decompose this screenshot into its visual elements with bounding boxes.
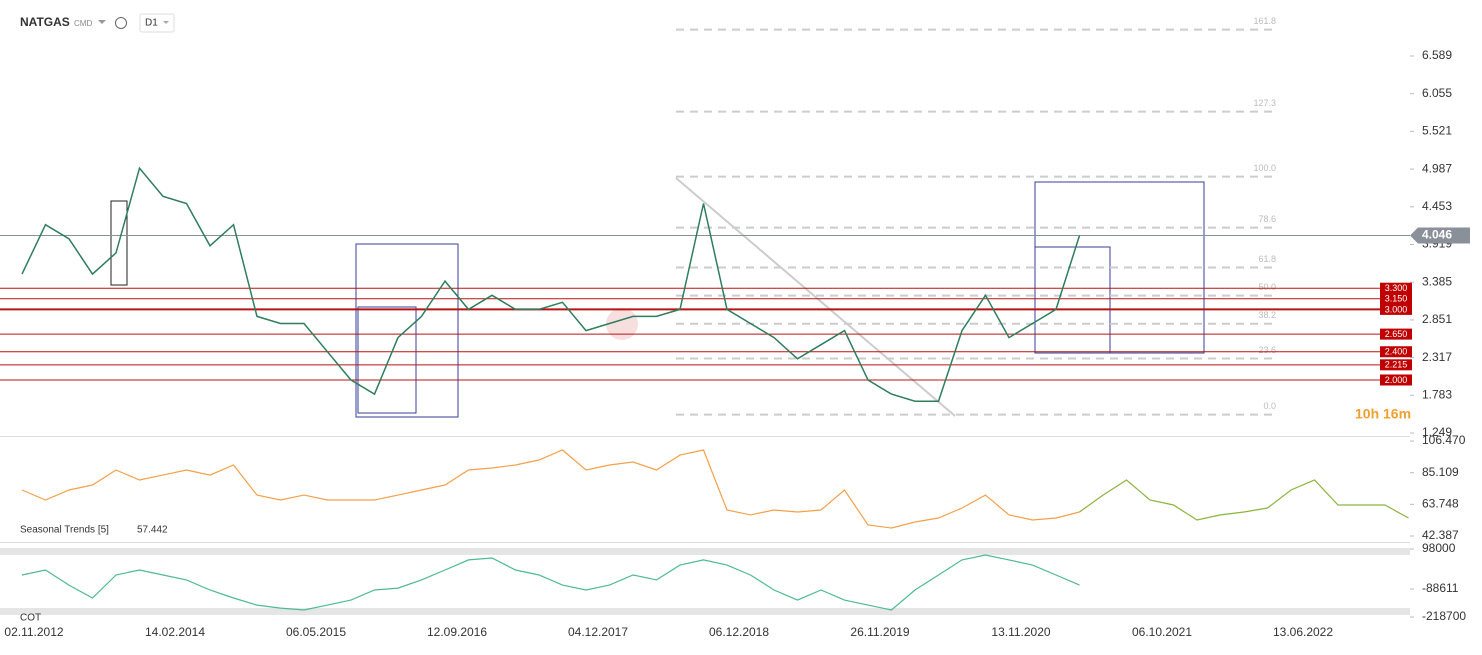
x-tick-label: 06.05.2015 (286, 625, 346, 639)
fib-label: 127.3 (1253, 98, 1276, 108)
y-tick-label: 4.453 (1422, 199, 1452, 213)
series-line (1079, 479, 1409, 521)
y-tick-label: -218700 (1422, 609, 1466, 623)
x-tick-label: 13.06.2022 (1273, 625, 1333, 639)
y-tick-label: 98000 (1422, 541, 1456, 555)
level-tag (1380, 303, 1412, 315)
symbol-dropdown[interactable] (98, 20, 106, 24)
y-tick-label: 42.387 (1422, 528, 1459, 542)
timer: 10h 16m (1355, 406, 1411, 422)
drawing-box[interactable] (110, 200, 128, 286)
seasonal-current: 57.442 (137, 525, 168, 536)
y-tick-label: -88611 (1422, 581, 1459, 595)
series-line (21, 554, 1080, 611)
y-tick-label: 5.521 (1422, 124, 1452, 138)
y-tick-label: 85.109 (1422, 465, 1459, 479)
trend-line[interactable] (675, 177, 956, 417)
last-price-label: 4.046 (1422, 228, 1452, 242)
y-tick-label: 2.317 (1422, 350, 1452, 364)
drawing-box[interactable] (357, 306, 417, 414)
series-line (21, 449, 1080, 529)
symbol[interactable]: NATGAS (20, 15, 70, 29)
level-label: 3.300 (1385, 283, 1408, 293)
y-tick-label: 1.249 (1422, 425, 1452, 439)
drawing-box[interactable] (355, 243, 459, 418)
last-price-tag (1410, 227, 1470, 244)
level-label: 3.150 (1385, 294, 1408, 304)
y-tick-label: 2.851 (1422, 312, 1452, 326)
market: CMD (74, 19, 92, 28)
x-tick-label: 06.10.2021 (1132, 625, 1192, 639)
level-label: 2.215 (1385, 360, 1408, 370)
panel-divider (0, 542, 1410, 543)
cot-band (0, 608, 1410, 615)
info-icon[interactable] (115, 17, 127, 29)
cot-title: COT (20, 613, 41, 624)
x-tick-label: 02.11.2012 (4, 625, 63, 639)
level-label: 2.000 (1385, 375, 1408, 385)
seasonal-title: Seasonal Trends [5] (20, 525, 109, 536)
level-tag (1380, 359, 1412, 371)
interval-arrow (163, 21, 169, 24)
fib-label: 78.6 (1258, 214, 1276, 224)
level-label: 2.400 (1385, 347, 1408, 357)
level-tag (1380, 282, 1412, 294)
fib-label: 100.0 (1253, 163, 1276, 173)
level-tag (1380, 293, 1412, 305)
series-line (21, 166, 1081, 402)
x-tick-label: 26.11.2019 (850, 625, 909, 639)
x-tick-label: 04.12.2017 (568, 625, 628, 639)
level-tag (1380, 374, 1412, 386)
y-tick-label: 63.748 (1422, 497, 1459, 511)
level-label: 3.000 (1385, 304, 1408, 314)
x-tick-label: 12.09.2016 (427, 625, 487, 639)
y-tick-label: 1.783 (1422, 387, 1452, 401)
y-tick-label: 4.987 (1422, 161, 1452, 175)
fib-label: 38.2 (1258, 310, 1276, 320)
cot-band (0, 548, 1410, 555)
interval[interactable]: D1 (145, 18, 158, 29)
fib-label: 23.6 (1258, 345, 1276, 355)
panel-divider (0, 436, 1410, 437)
x-tick-label: 06.12.2018 (709, 625, 769, 639)
x-tick-label: 14.02.2014 (145, 625, 205, 639)
level-tag (1380, 328, 1412, 340)
x-tick-label: 13.11.2020 (991, 625, 1050, 639)
level-label: 2.650 (1385, 329, 1408, 339)
level-tag (1380, 346, 1412, 358)
y-tick-label: 106.470 (1422, 433, 1466, 447)
y-tick-label: 6.589 (1422, 48, 1452, 62)
highlight (606, 308, 638, 340)
interval-select[interactable] (139, 13, 175, 33)
fib-label: 161.8 (1253, 16, 1276, 26)
fib-label: 50.0 (1258, 282, 1276, 292)
fib-label: 61.8 (1258, 254, 1276, 264)
y-tick-label: 3.385 (1422, 274, 1452, 288)
y-tick-label: 6.055 (1422, 86, 1452, 100)
drawing-box[interactable] (1034, 246, 1111, 354)
fib-label: 0.0 (1263, 401, 1276, 411)
